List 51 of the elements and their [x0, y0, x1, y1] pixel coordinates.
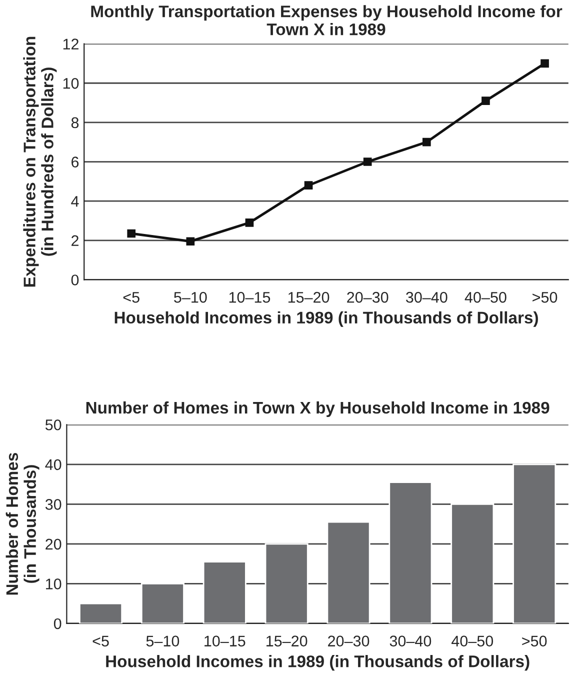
- point: [363, 158, 372, 166]
- x-tick-label: 30–40: [390, 636, 432, 646]
- bar: [512, 464, 556, 624]
- x-axis-title: Household Incomes in 1989 (in Thousands of Dollars): [114, 311, 538, 327]
- y-tick-label: 0: [71, 274, 79, 286]
- y-tick-label: 0: [54, 618, 62, 630]
- y-tick-label: 4: [71, 196, 79, 207]
- x-tick-label: <5: [123, 292, 140, 303]
- x-tick-label: 5–10: [174, 292, 207, 303]
- x-tick-label: 10–15: [229, 292, 270, 303]
- x-tick-label: 20–30: [328, 636, 370, 646]
- point: [304, 181, 313, 190]
- bar: [326, 521, 370, 624]
- y-tick-label: 30: [45, 499, 62, 510]
- point: [482, 96, 490, 105]
- x-tick-label: 20–30: [347, 292, 388, 303]
- y-tick-label: 8: [71, 117, 79, 128]
- bar: [140, 582, 184, 624]
- point: [422, 138, 431, 146]
- chart-title: Number of Homes in Town X by Household Income in 1989: [86, 401, 550, 417]
- y-tick-label: 6: [72, 156, 79, 168]
- y-tick-label: 20: [46, 538, 62, 550]
- point: [127, 229, 136, 238]
- y-tick-label: 2: [72, 235, 78, 246]
- chart-title: Monthly Transportation Expenses by Household Income for Town X in 1989: [91, 5, 562, 36]
- x-tick-label: 10–15: [204, 636, 246, 646]
- x-tick-label: 40–50: [452, 636, 494, 646]
- x-tick-label: 15–20: [266, 636, 308, 646]
- x-tick-label: >50: [532, 292, 558, 303]
- x-tick-label: <5: [92, 636, 109, 646]
- x-tick-label: >50: [522, 636, 547, 646]
- point: [186, 237, 195, 246]
- bar: [388, 482, 432, 624]
- y-tick-label: 50: [45, 419, 62, 430]
- y-tick-label: 10: [46, 578, 62, 590]
- bar: [264, 543, 308, 624]
- bar: [202, 561, 246, 624]
- point: [245, 218, 254, 227]
- x-tick-label: 15–20: [288, 292, 330, 303]
- x-tick-label: 40–50: [464, 292, 506, 303]
- x-axis-title: Household Incomes in 1989 (in Thousands of Dollars): [106, 655, 530, 671]
- x-tick-label: 30–40: [406, 292, 448, 303]
- y-axis-title: Number of Homes (in Thousands): [6, 452, 40, 595]
- y-tick-label: 40: [45, 459, 62, 470]
- y-axis-title: Expenditures on Transportation (in Hundreds of Dollars): [23, 36, 57, 287]
- bar: [450, 503, 494, 624]
- y-tick-label: 10: [63, 78, 79, 89]
- point: [540, 59, 549, 68]
- x-tick-label: 5–10: [146, 636, 180, 646]
- bar: [79, 602, 123, 624]
- y-tick-label: 12: [63, 38, 78, 50]
